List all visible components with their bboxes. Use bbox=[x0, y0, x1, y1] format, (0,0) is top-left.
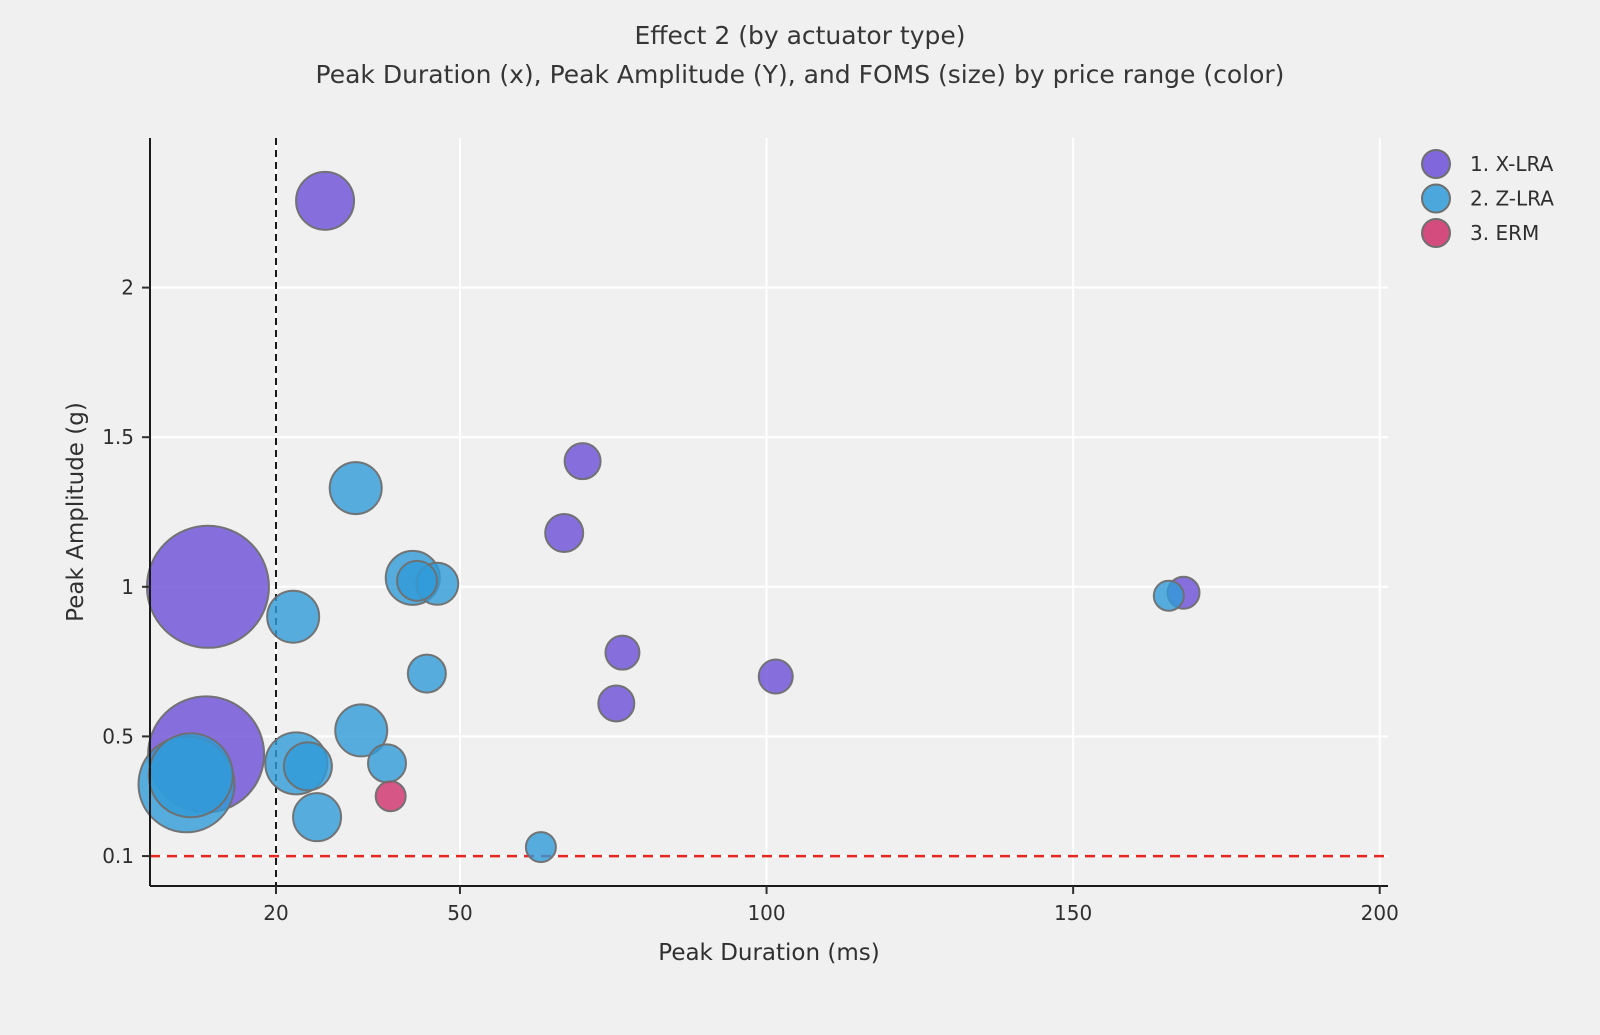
y-tick-label-1: 1 bbox=[121, 575, 134, 599]
bubble-series1-point8[interactable] bbox=[757, 658, 794, 695]
legend-label-1[interactable]: 1. X-LRA bbox=[1470, 152, 1554, 176]
y-tick-label-1.5: 1.5 bbox=[102, 425, 134, 449]
bubble-series2-point10[interactable] bbox=[366, 743, 407, 784]
legend-swatch-3[interactable] bbox=[1421, 218, 1451, 248]
bubble-series1-point4[interactable] bbox=[563, 442, 602, 481]
chart-subtitle: Peak Duration (x), Peak Amplitude (Y), a… bbox=[315, 60, 1285, 89]
bubble-series1-point1[interactable] bbox=[295, 170, 356, 231]
legend-label-3[interactable]: 3. ERM bbox=[1470, 221, 1539, 245]
bubble-series1-point7[interactable] bbox=[597, 684, 636, 723]
legend-swatch-1[interactable] bbox=[1421, 149, 1451, 179]
y-axis-title: Peak Amplitude (g) bbox=[63, 402, 89, 622]
bubble-series2-point15[interactable] bbox=[1152, 579, 1185, 612]
bubble-series2-point13[interactable] bbox=[292, 792, 343, 843]
bubble-series2-point7[interactable] bbox=[396, 559, 439, 602]
x-tick-label-200: 200 bbox=[1361, 901, 1399, 925]
bubble-series3-point1[interactable] bbox=[374, 780, 407, 813]
legend-swatch-2[interactable] bbox=[1421, 183, 1451, 214]
bubble-series2-point3[interactable] bbox=[266, 589, 321, 644]
chart-title: Effect 2 (by actuator type) bbox=[634, 21, 966, 50]
bubble-series1-point6[interactable] bbox=[604, 634, 641, 671]
y-tick-label-0.1: 0.1 bbox=[102, 844, 134, 868]
bubble-series1-point5[interactable] bbox=[544, 512, 585, 553]
legend-item-2[interactable]: 2. Z-LRA bbox=[1421, 183, 1554, 214]
bubble-series2-point14[interactable] bbox=[524, 831, 557, 864]
legend-item-3[interactable]: 3. ERM bbox=[1421, 218, 1539, 248]
x-tick-label-150: 150 bbox=[1054, 901, 1092, 925]
x-tick-label-50: 50 bbox=[447, 901, 472, 925]
bubble-series1-point2[interactable] bbox=[145, 524, 270, 649]
x-tick-label-100: 100 bbox=[747, 901, 785, 925]
legend-label-2[interactable]: 2. Z-LRA bbox=[1470, 187, 1554, 211]
bubble-series2-point9[interactable] bbox=[334, 703, 389, 758]
bubble-series2-point8[interactable] bbox=[406, 653, 447, 694]
y-tick-label-2: 2 bbox=[121, 276, 134, 300]
bubble-series2-point12[interactable] bbox=[282, 741, 333, 792]
x-tick-label-20: 20 bbox=[263, 901, 288, 925]
x-axis-title: Peak Duration (ms) bbox=[658, 940, 880, 966]
bubble-series2-point2[interactable] bbox=[147, 732, 234, 819]
y-tick-label-0.5: 0.5 bbox=[102, 724, 134, 748]
legend-item-1[interactable]: 1. X-LRA bbox=[1421, 149, 1554, 179]
bubble-series2-point4[interactable] bbox=[328, 461, 383, 516]
